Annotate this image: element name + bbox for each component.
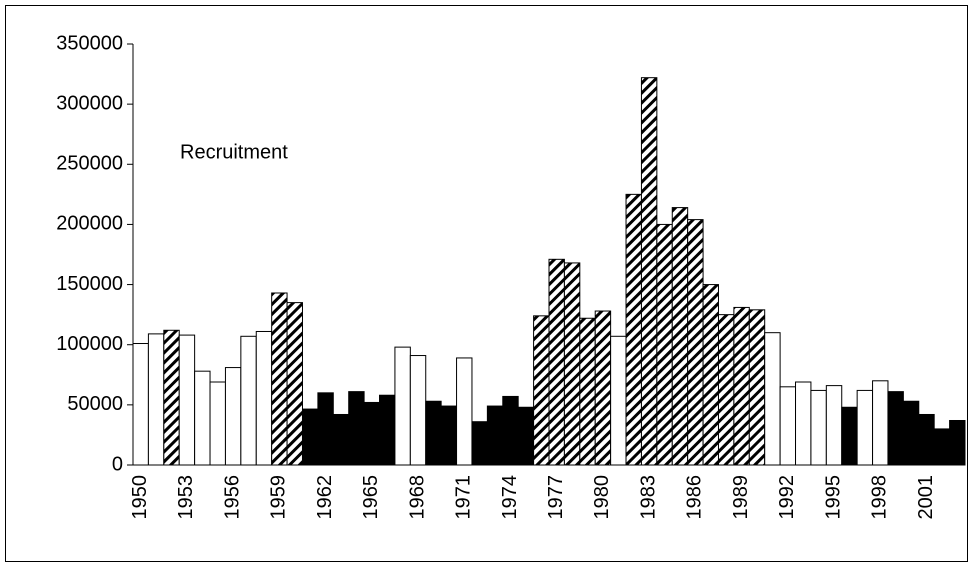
x-tick-label: 1986 xyxy=(684,475,706,520)
x-tick-label: 1974 xyxy=(499,475,521,520)
y-tick-label: 0 xyxy=(112,453,123,475)
bar xyxy=(348,391,365,466)
bar xyxy=(240,335,257,466)
bar xyxy=(887,391,904,466)
bar xyxy=(872,380,889,466)
bar xyxy=(949,419,966,466)
bar xyxy=(209,381,226,466)
x-tick-label: 1983 xyxy=(637,475,659,520)
bar xyxy=(194,370,211,466)
y-tick-label: 150000 xyxy=(56,273,123,295)
x-tick-label: 1992 xyxy=(776,475,798,520)
bar xyxy=(456,357,473,466)
x-tick-label: 1977 xyxy=(545,475,567,520)
bar xyxy=(563,262,581,466)
bar xyxy=(178,334,196,466)
bar xyxy=(502,395,519,466)
bar xyxy=(733,306,750,466)
x-tick-label: 1971 xyxy=(453,475,475,520)
x-tick-label: 1953 xyxy=(175,475,197,520)
bar xyxy=(517,406,535,466)
bar xyxy=(332,413,350,466)
bar xyxy=(363,401,381,466)
bar xyxy=(717,314,735,466)
y-tick-label: 50000 xyxy=(67,393,123,415)
x-tick-label: 2001 xyxy=(915,475,937,520)
bar xyxy=(394,346,411,466)
bar xyxy=(841,406,858,466)
bar xyxy=(810,389,827,466)
bar xyxy=(795,381,812,466)
x-tick-label: 1956 xyxy=(221,475,243,520)
bar xyxy=(486,405,504,466)
bar xyxy=(748,309,766,466)
bar xyxy=(640,77,658,466)
bar xyxy=(286,302,303,466)
x-tick-label: 1980 xyxy=(591,475,613,520)
annotation: Recruitment xyxy=(180,141,288,163)
bar xyxy=(132,343,149,466)
y-tick-label: 250000 xyxy=(56,153,123,175)
bar xyxy=(702,284,719,466)
bar xyxy=(147,333,165,466)
bar xyxy=(425,400,442,466)
bar xyxy=(163,329,180,466)
x-tick-label: 1995 xyxy=(822,475,844,520)
bar xyxy=(918,413,935,466)
bar xyxy=(579,317,596,466)
x-tick-label: 1968 xyxy=(406,475,428,520)
bar xyxy=(625,193,642,466)
bar xyxy=(548,258,565,466)
y-tick-label: 300000 xyxy=(56,92,123,114)
bar xyxy=(409,355,427,466)
y-tick-label: 100000 xyxy=(56,333,123,355)
bar xyxy=(594,310,612,466)
bar xyxy=(656,223,673,466)
y-tick-label: 200000 xyxy=(56,213,123,235)
bar xyxy=(779,386,797,466)
frame xyxy=(5,5,968,562)
x-tick-label: 1962 xyxy=(314,475,336,520)
bar xyxy=(471,421,488,466)
bar xyxy=(224,367,242,466)
bar xyxy=(856,389,874,466)
bar xyxy=(255,330,273,466)
bar xyxy=(610,335,627,466)
bar xyxy=(301,408,319,466)
bar xyxy=(671,207,689,466)
x-tick-label: 1950 xyxy=(129,475,151,520)
bar xyxy=(379,394,396,466)
x-tick-label: 1965 xyxy=(360,475,382,520)
bar xyxy=(902,400,920,466)
x-tick-label: 1998 xyxy=(869,475,891,520)
bar xyxy=(764,332,781,466)
bar xyxy=(933,428,951,466)
x-tick-label: 1989 xyxy=(730,475,752,520)
x-tick-label: 1959 xyxy=(268,475,290,520)
bar xyxy=(825,385,843,466)
bar xyxy=(317,392,334,466)
bar xyxy=(271,292,288,466)
bar xyxy=(440,405,458,466)
bar xyxy=(687,219,704,466)
y-tick-label: 350000 xyxy=(56,32,123,54)
bar xyxy=(533,315,550,466)
